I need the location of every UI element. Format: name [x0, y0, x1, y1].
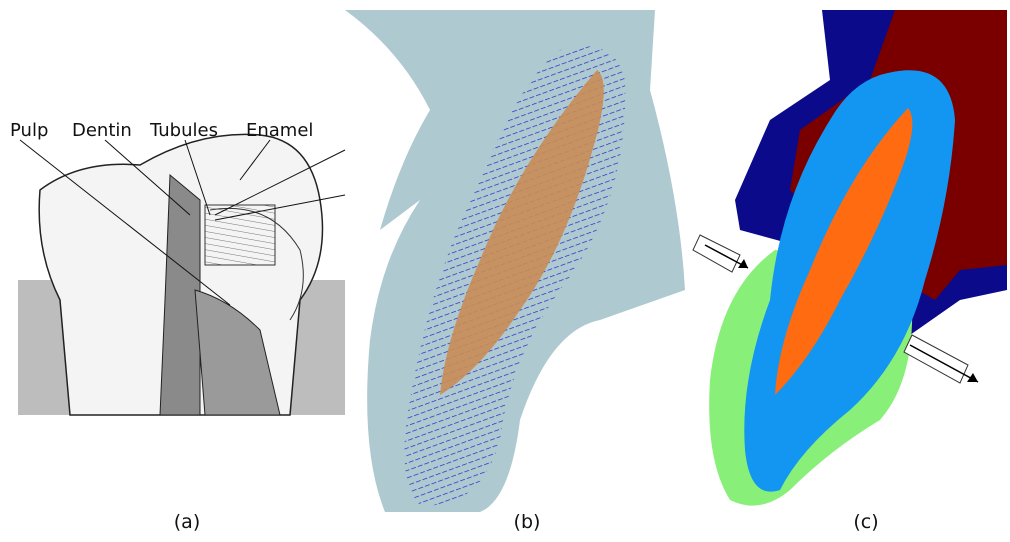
outlet-pipe [904, 335, 978, 383]
inlet-pipe [693, 235, 748, 272]
panel-c [693, 10, 1007, 506]
label: Tubules [149, 120, 218, 141]
caption: (b) [514, 511, 541, 533]
label: Pulp [10, 120, 48, 141]
figure: Pulp Dentin Tubules Enamel (a) (b) (c) [0, 0, 1010, 538]
caption: (a) [174, 511, 200, 533]
tubules [205, 205, 275, 265]
label: Dentin [72, 120, 132, 141]
label: Enamel [246, 120, 313, 141]
caption: (c) [853, 511, 878, 533]
panel-b [345, 10, 685, 512]
panel-a: Pulp Dentin Tubules Enamel [10, 120, 345, 415]
